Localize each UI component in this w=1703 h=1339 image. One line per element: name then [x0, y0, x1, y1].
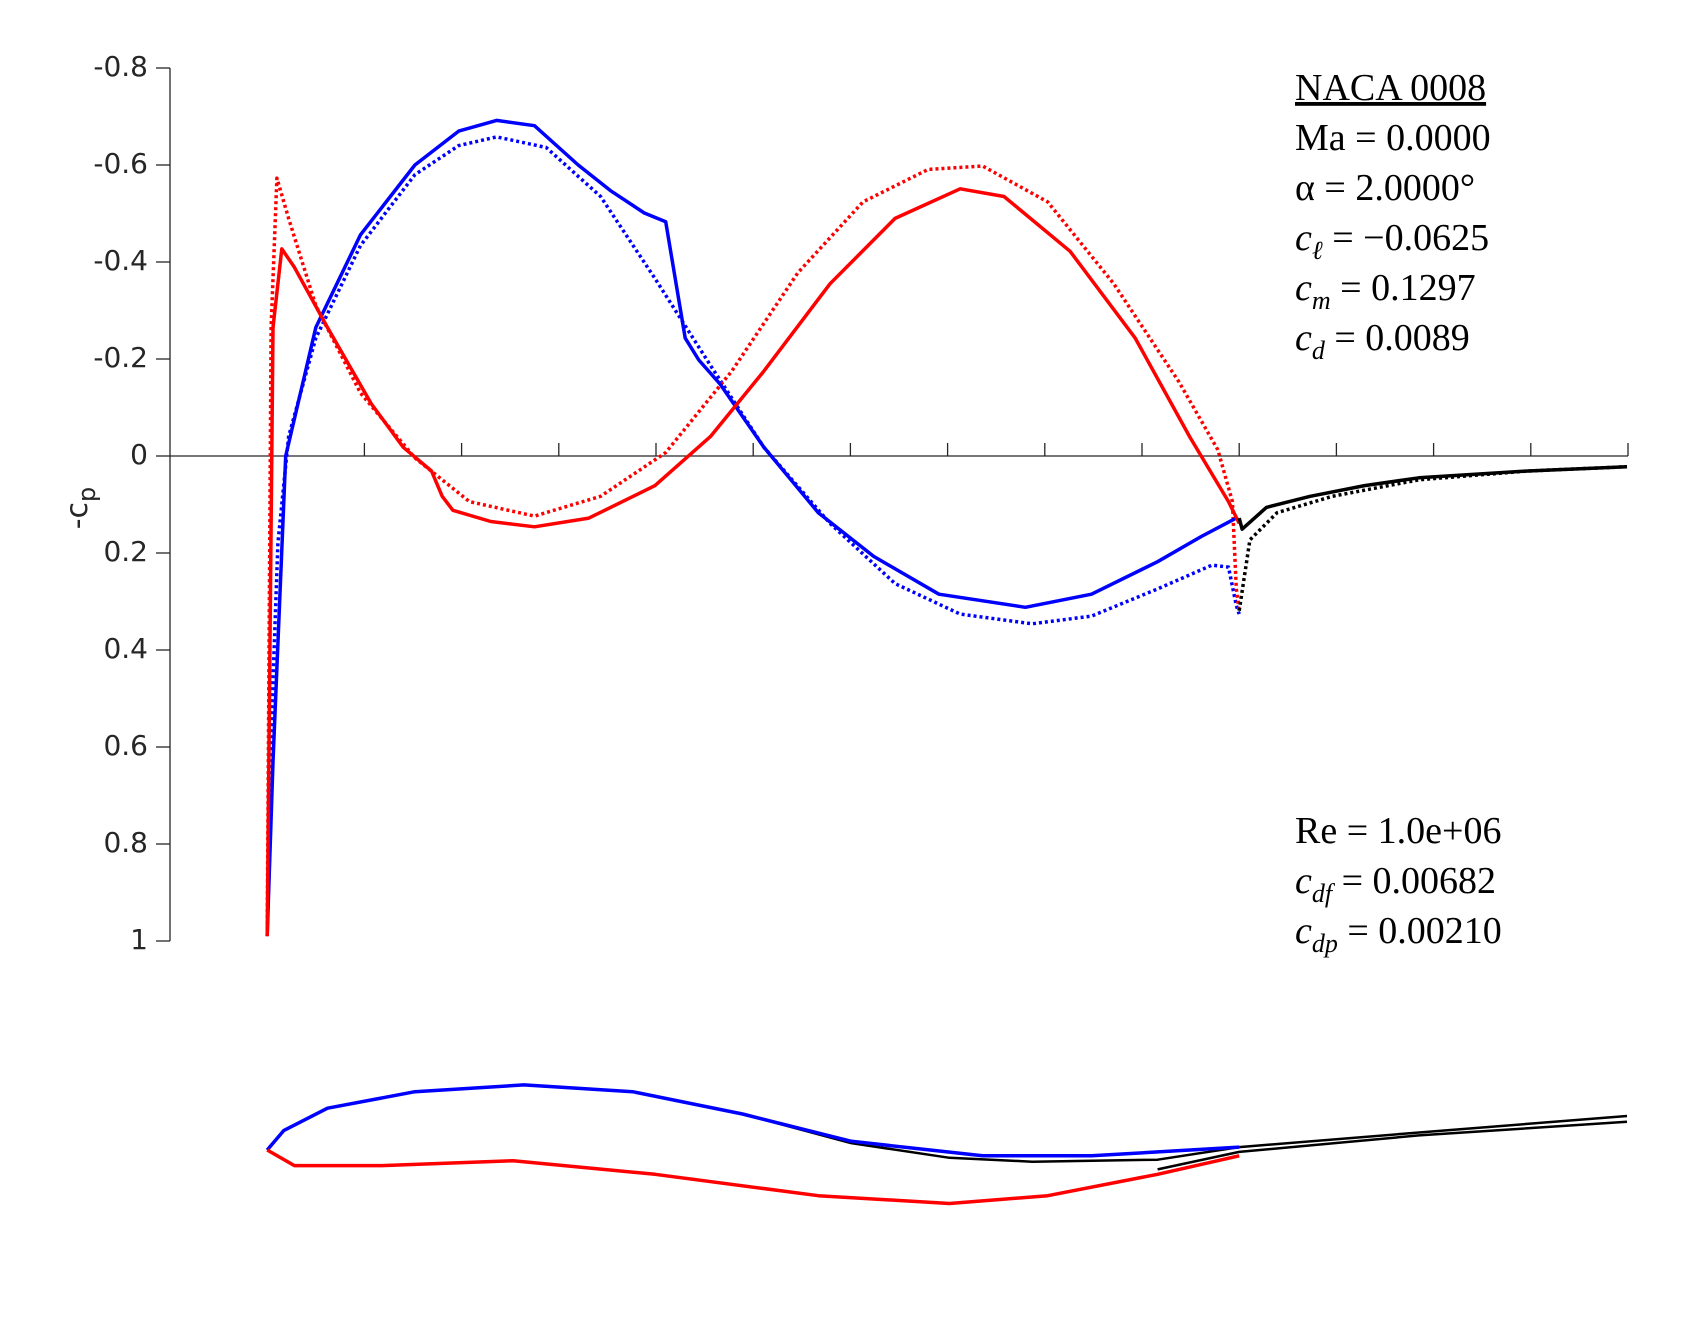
- annotation-text: = 0.00682: [1332, 860, 1496, 902]
- annotation-sub: ℓ: [1312, 236, 1323, 265]
- y-tick-label: -0.2: [93, 341, 148, 374]
- annotation: α = 2.0000°: [1295, 167, 1475, 209]
- dotted-line: [265, 164, 1241, 937]
- annotation-sub: df: [1312, 879, 1336, 908]
- annotation-symbol: c: [1295, 910, 1312, 952]
- line: [265, 187, 1241, 937]
- annotation-text: Ma = 0.0000: [1295, 117, 1491, 159]
- annotation: Re = 1.0e+06: [1295, 810, 1501, 852]
- annotation-sub: d: [1312, 336, 1326, 365]
- y-tick-label: -0.6: [93, 147, 148, 180]
- y-axis-label-sub: p: [73, 487, 101, 502]
- y-tick-label: 1: [130, 923, 148, 956]
- line: [265, 1083, 1240, 1158]
- annotation-text: = 0.0089: [1325, 317, 1470, 359]
- line: [1157, 1120, 1628, 1171]
- y-tick-label: 0.6: [103, 729, 148, 762]
- annotation: cm = 0.1297: [1295, 267, 1476, 315]
- annotation-text: = −0.0625: [1323, 217, 1489, 259]
- annotation-sub: dp: [1312, 929, 1338, 958]
- annotation: cℓ = −0.0625: [1295, 217, 1489, 265]
- y-tick-label: -0.4: [93, 244, 148, 277]
- annotation-sub: m: [1312, 286, 1331, 315]
- annotation-symbol: c: [1295, 860, 1312, 902]
- annotation-symbol: c: [1295, 317, 1312, 359]
- annotation: cdf = 0.00682: [1295, 860, 1496, 908]
- y-tick-label: 0.8: [103, 826, 148, 859]
- y-tick-label: 0.4: [103, 632, 148, 665]
- annotation-symbol: c: [1295, 217, 1312, 259]
- line: [1237, 464, 1628, 531]
- line: [266, 1148, 1240, 1206]
- annotation-symbol: c: [1295, 267, 1312, 309]
- annotation: NACA 0008: [1295, 67, 1486, 109]
- y-axis-label-main: -c: [60, 502, 95, 529]
- y-tick-label: 0: [130, 438, 148, 471]
- annotation: cd = 0.0089: [1295, 317, 1470, 365]
- annotation: cdp = 0.00210: [1295, 910, 1502, 958]
- annotation-text: = 0.00210: [1338, 910, 1502, 952]
- y-tick-label: 0.2: [103, 535, 148, 568]
- annotation-text: = 0.1297: [1331, 267, 1476, 309]
- annotation-text: NACA 0008: [1295, 67, 1486, 109]
- y-axis-label: -cp: [60, 487, 102, 530]
- line: [1239, 1114, 1628, 1149]
- annotation-text: Re = 1.0e+06: [1295, 810, 1501, 852]
- annotation: Ma = 0.0000: [1295, 117, 1491, 159]
- line: [265, 118, 1238, 937]
- y-tick-label: -0.8: [93, 50, 148, 83]
- annotation-text: α = 2.0000°: [1295, 167, 1475, 209]
